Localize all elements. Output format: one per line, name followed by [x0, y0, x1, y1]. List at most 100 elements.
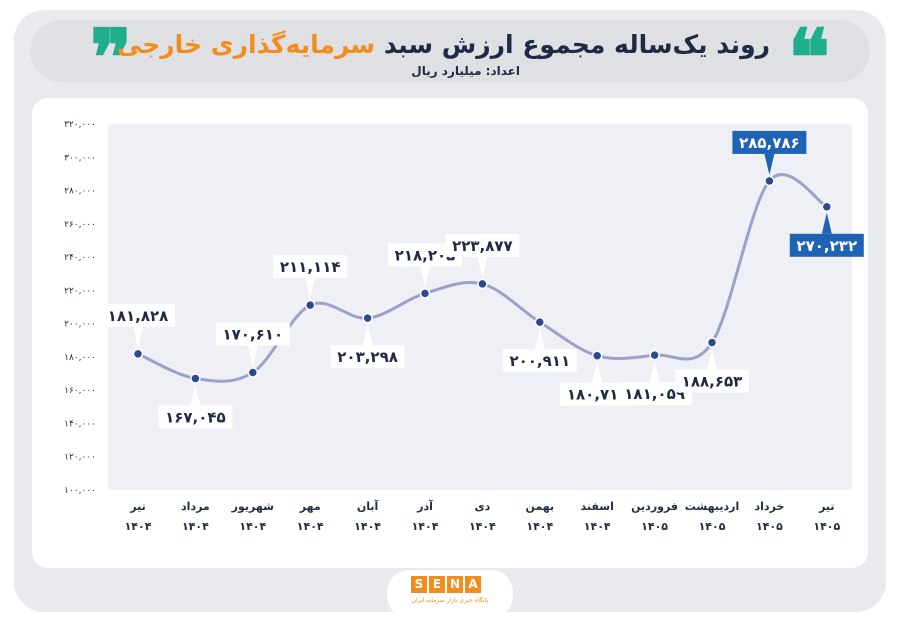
- series-line: [137, 173, 828, 383]
- data-label-pointer: [477, 256, 488, 278]
- x-tick-year: ۱۴۰۴: [354, 520, 381, 533]
- x-tick-month: آذر: [416, 499, 433, 513]
- logo-letter: S: [411, 576, 427, 593]
- data-label-box: [617, 382, 692, 406]
- x-tick-month: مهر: [299, 500, 321, 513]
- data-label-pointer: [133, 326, 143, 348]
- data-point: [190, 373, 201, 384]
- logo-letter: E: [429, 576, 445, 593]
- data-label: ۲۰۳,۲۹۸: [337, 348, 398, 366]
- y-tick-label: ۱۴۰,۰۰۰: [64, 419, 96, 429]
- x-tick-month: فروردین: [631, 500, 678, 513]
- data-point: [304, 299, 316, 311]
- data-label: ۱۸۱,۰۵۹: [624, 385, 685, 403]
- data-point: [706, 337, 718, 348]
- data-label-box: [330, 345, 405, 369]
- x-tick-month: شهریور: [231, 500, 274, 513]
- x-tick-year: ۱۴۰۴: [239, 520, 266, 533]
- data-label-box: [101, 303, 175, 327]
- title-highlight: سرمایه‌گذاری خارجی: [116, 30, 376, 59]
- data-point: [247, 367, 259, 378]
- data-point: [419, 288, 431, 299]
- data-label-box: [273, 255, 348, 279]
- data-point: [534, 316, 546, 328]
- data-point: [591, 350, 603, 361]
- x-tick-year: ۱۴۰۴: [297, 520, 324, 533]
- data-label-box: [789, 233, 864, 257]
- y-tick-label: ۳۲۰,۰۰۰: [64, 120, 96, 130]
- logo-letter: A: [465, 576, 481, 593]
- x-tick-year: ۱۴۰۴: [584, 520, 611, 533]
- y-tick-label: ۱۰۰,۰۰۰: [64, 486, 96, 496]
- x-tick-year: ۱۴۰۵: [756, 520, 783, 533]
- x-tick-month: بهمن: [525, 500, 554, 513]
- x-tick-month: تیر: [129, 500, 145, 513]
- x-tick-year: ۱۴۰۵: [641, 520, 668, 533]
- y-tick-label: ۲۸۰,۰۰۰: [64, 187, 96, 197]
- logo-tagline: پایگاه خبری بازار سرمایه ایران: [411, 597, 489, 604]
- data-label: ۱۸۰,۷۱۵: [567, 386, 628, 404]
- x-tick-year: ۱۴۰۴: [412, 520, 439, 533]
- y-tick-label: ۱۶۰,۰۰۰: [64, 386, 96, 396]
- x-tick-month: دی: [475, 500, 491, 513]
- plot-area: [108, 124, 852, 490]
- y-tick-label: ۲۶۰,۰۰۰: [64, 220, 96, 230]
- data-label: ۲۰۰,۹۱۱: [509, 352, 570, 370]
- data-label-pointer: [305, 278, 316, 300]
- data-label-pointer: [362, 324, 373, 346]
- x-tick-year: ۱۴۰۵: [699, 520, 726, 533]
- data-label: ۱۸۸,۶۵۳: [682, 373, 743, 391]
- data-label-box: [158, 405, 233, 429]
- data-point: [764, 175, 775, 187]
- data-label-pointer: [649, 361, 660, 383]
- data-label-box: [502, 349, 577, 373]
- data-label-box: [560, 382, 635, 406]
- x-tick-month: اردیبهشت: [685, 500, 739, 513]
- logo-letters: S E N A: [411, 576, 481, 593]
- x-tick-year: ۱۴۰۴: [526, 520, 553, 533]
- data-point: [477, 278, 488, 290]
- data-point: [649, 349, 660, 361]
- data-point: [132, 348, 144, 360]
- title-main: روند یک‌ساله مجموع ارزش سبد: [375, 30, 770, 59]
- data-label: ۱۸۱,۸۲۸: [108, 307, 169, 325]
- data-label: ۲۱۸,۲۰۵: [395, 246, 456, 264]
- data-label-pointer: [821, 212, 832, 234]
- x-tick-month: مرداد: [181, 500, 210, 513]
- data-label-pointer: [190, 384, 201, 406]
- data-label-box: [732, 130, 807, 154]
- x-tick-month: تیر: [818, 500, 834, 513]
- data-label: ۱۷۰,۶۱۰: [222, 326, 283, 344]
- y-tick-label: ۲۰۰,۰۰۰: [64, 320, 96, 330]
- y-tick-label: ۱۸۰,۰۰۰: [64, 353, 96, 363]
- x-tick-year: ۱۴۰۴: [125, 520, 152, 533]
- data-label-box: [675, 369, 749, 393]
- x-tick-month: خرداد: [754, 500, 784, 513]
- header-banner: [30, 20, 870, 82]
- y-tick-label: ۲۲۰,۰۰۰: [64, 286, 96, 296]
- x-tick-month: اسفند: [581, 500, 614, 513]
- data-point: [821, 201, 833, 213]
- y-tick-label: ۱۲۰,۰۰۰: [64, 453, 96, 463]
- data-label-pointer: [420, 266, 430, 288]
- data-label-box: [445, 233, 520, 257]
- page-title: روند یک‌ساله مجموع ارزش سبد سرمایه‌گذاری…: [117, 30, 770, 66]
- x-tick-year: ۱۴۰۴: [469, 520, 496, 533]
- data-point: [362, 312, 373, 324]
- sena-logo: S E N A پایگاه خبری بازار سرمایه ایران: [387, 570, 513, 618]
- data-label-pointer: [534, 328, 545, 350]
- units-subtitle: اعداد: میلیارد ریال: [411, 64, 520, 78]
- data-label: ۲۸۵,۷۸۶: [739, 134, 800, 152]
- data-label-pointer: [247, 345, 258, 367]
- data-label-box: [388, 243, 462, 267]
- data-label: ۲۲۳,۸۷۷: [452, 237, 513, 255]
- data-label-pointer: [592, 361, 603, 383]
- x-tick-month: آبان: [357, 499, 379, 513]
- data-label: ۱۶۷,۰۴۵: [165, 408, 226, 426]
- data-label-pointer: [707, 348, 717, 370]
- x-tick-year: ۱۴۰۴: [182, 520, 209, 533]
- x-tick-year: ۱۴۰۵: [813, 520, 840, 533]
- y-tick-label: ۲۴۰,۰۰۰: [64, 253, 96, 263]
- data-label: ۲۷۰,۲۳۲: [796, 237, 857, 255]
